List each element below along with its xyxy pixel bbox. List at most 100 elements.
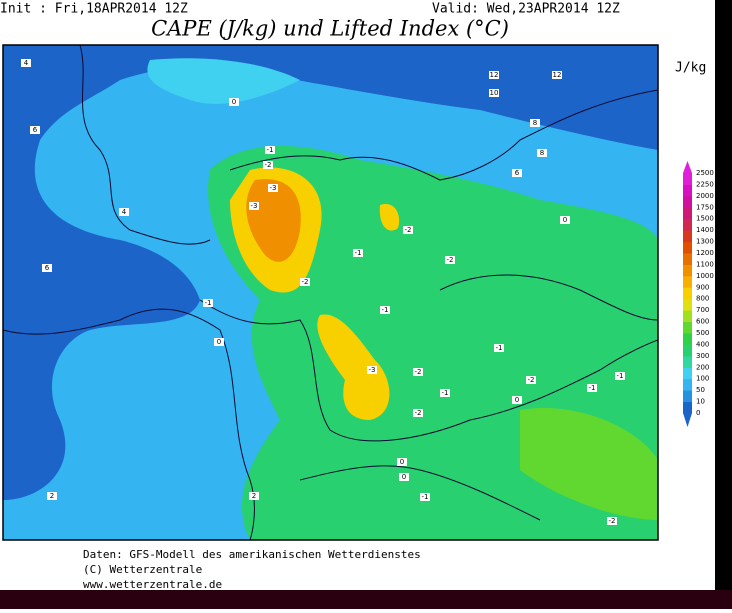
contour-label: 6 [45,264,50,272]
contour-label-box [300,278,310,286]
colorbar-label: 1000 [696,272,714,280]
contour-label: -1 [442,389,449,397]
footer-line: (C) Wetterzentrale [83,563,202,576]
colorbar-swatch [683,344,692,357]
contour-label-box [214,338,224,346]
map-frame [2,44,659,541]
contour-label: -2 [528,376,535,384]
contour-label-box [413,368,423,376]
contour-label: 12 [553,71,562,79]
colorbar-label: 2250 [696,180,714,188]
bottom-strip [0,590,732,609]
contour-label: 12 [490,71,499,79]
colorbar-swatch [683,275,692,288]
contour-label: -3 [369,366,376,374]
contour-label: 10 [490,89,499,97]
colorbar-label: 800 [696,295,709,303]
contour-label-box [607,517,617,525]
contour-label-box [263,161,273,169]
colorbar-label: 1300 [696,238,714,246]
contour-label: 4 [24,59,29,67]
colorbar-label: 1400 [696,226,714,234]
contour-label: 6 [33,126,38,134]
contour-label: 0 [217,338,221,346]
contour-label-box [512,169,522,177]
contour-label-box [560,216,570,224]
contour-label: -2 [265,161,272,169]
contour-label: -1 [496,344,503,352]
colorbar-label: 900 [696,283,709,291]
colorbar-cap [683,413,692,427]
colorbar-swatch [683,253,692,265]
contour-label-box [403,226,413,234]
colorbar-label: 600 [696,318,709,326]
contour-label: -2 [447,256,454,264]
contour-label: -2 [609,517,616,525]
colorbar-swatch [683,367,692,380]
contour-label: -1 [617,372,624,380]
contour-label: -2 [415,368,422,376]
contour-label-box [489,89,499,97]
contour-label-box [203,299,213,307]
contour-label: 4 [122,208,127,216]
contour-label-box [537,149,547,157]
colorbar-label: 700 [696,306,709,314]
field [317,314,390,420]
contour-label-box [397,458,407,466]
colorbar-label: 300 [696,352,709,360]
colorbar-swatch [683,390,692,403]
contour-label: 0 [400,458,404,466]
contour-label-box [265,146,275,154]
contour-label: 6 [515,169,520,177]
contour-label: -1 [205,299,212,307]
footer-line: www.wetterzentrale.de [83,578,222,591]
colorbar-swatch [683,218,692,231]
init-time: Init : Fri,18APR2014 12Z [0,2,188,17]
contour-label-box [367,366,377,374]
contour-label: -3 [251,202,258,210]
colorbar-label: 2500 [696,169,714,177]
colorbar-cap [683,161,692,173]
contour-label-box [440,389,450,397]
contour-label-box [615,372,625,380]
colorbar-label: 1200 [696,249,714,257]
contour-label-box [353,249,363,257]
contour-label: -1 [355,249,362,257]
contour-label-box [413,409,423,417]
colorbar-label: 50 [696,386,705,394]
field [147,58,300,104]
contour-label-box [420,493,430,501]
contour-label-box [249,202,259,210]
coastlines [3,45,658,540]
contour-label: 8 [540,149,544,157]
contour-label-box [530,119,540,127]
contour-label-box [30,126,40,134]
contour-label-box [119,208,129,216]
colorbar-label: 1100 [696,260,714,268]
colorbar-swatch [683,264,692,277]
contour-label: 0 [402,473,406,481]
contour-label-box [526,376,536,384]
colorbar-label: 400 [696,340,709,348]
colorbar-label: 1750 [696,203,714,211]
contour-label: -1 [382,306,389,314]
colorbar-label: 500 [696,329,709,337]
contour-label: 0 [563,216,567,224]
contour-label: 0 [232,98,236,106]
field [520,408,658,520]
colorbar-swatch [683,195,692,208]
colorbar-swatch [683,287,692,300]
contour-label-box [21,59,31,67]
colorbar-swatch [683,355,692,368]
map: 4 6 4 6 2 0 12 10 12 8 8 6 -1 -2 -3 -3 -2 0 -2 -1 -2 -1 0 -1 -3 -… [2,44,659,541]
colorbar: 0 10 50 100 200 300 400 500 600 700 800 900 1000 1100… [683,161,714,427]
contour-label-box [249,492,259,500]
colorbar-swatch [683,333,692,345]
colorbar-label: 2000 [696,192,714,200]
colorbar-label: 1500 [696,215,714,223]
valid-time: Valid: Wed,23APR2014 12Z [432,2,620,17]
contour-label: 2 [252,492,256,500]
contour-label-box [587,384,597,392]
colorbar-label: 200 [696,363,709,371]
